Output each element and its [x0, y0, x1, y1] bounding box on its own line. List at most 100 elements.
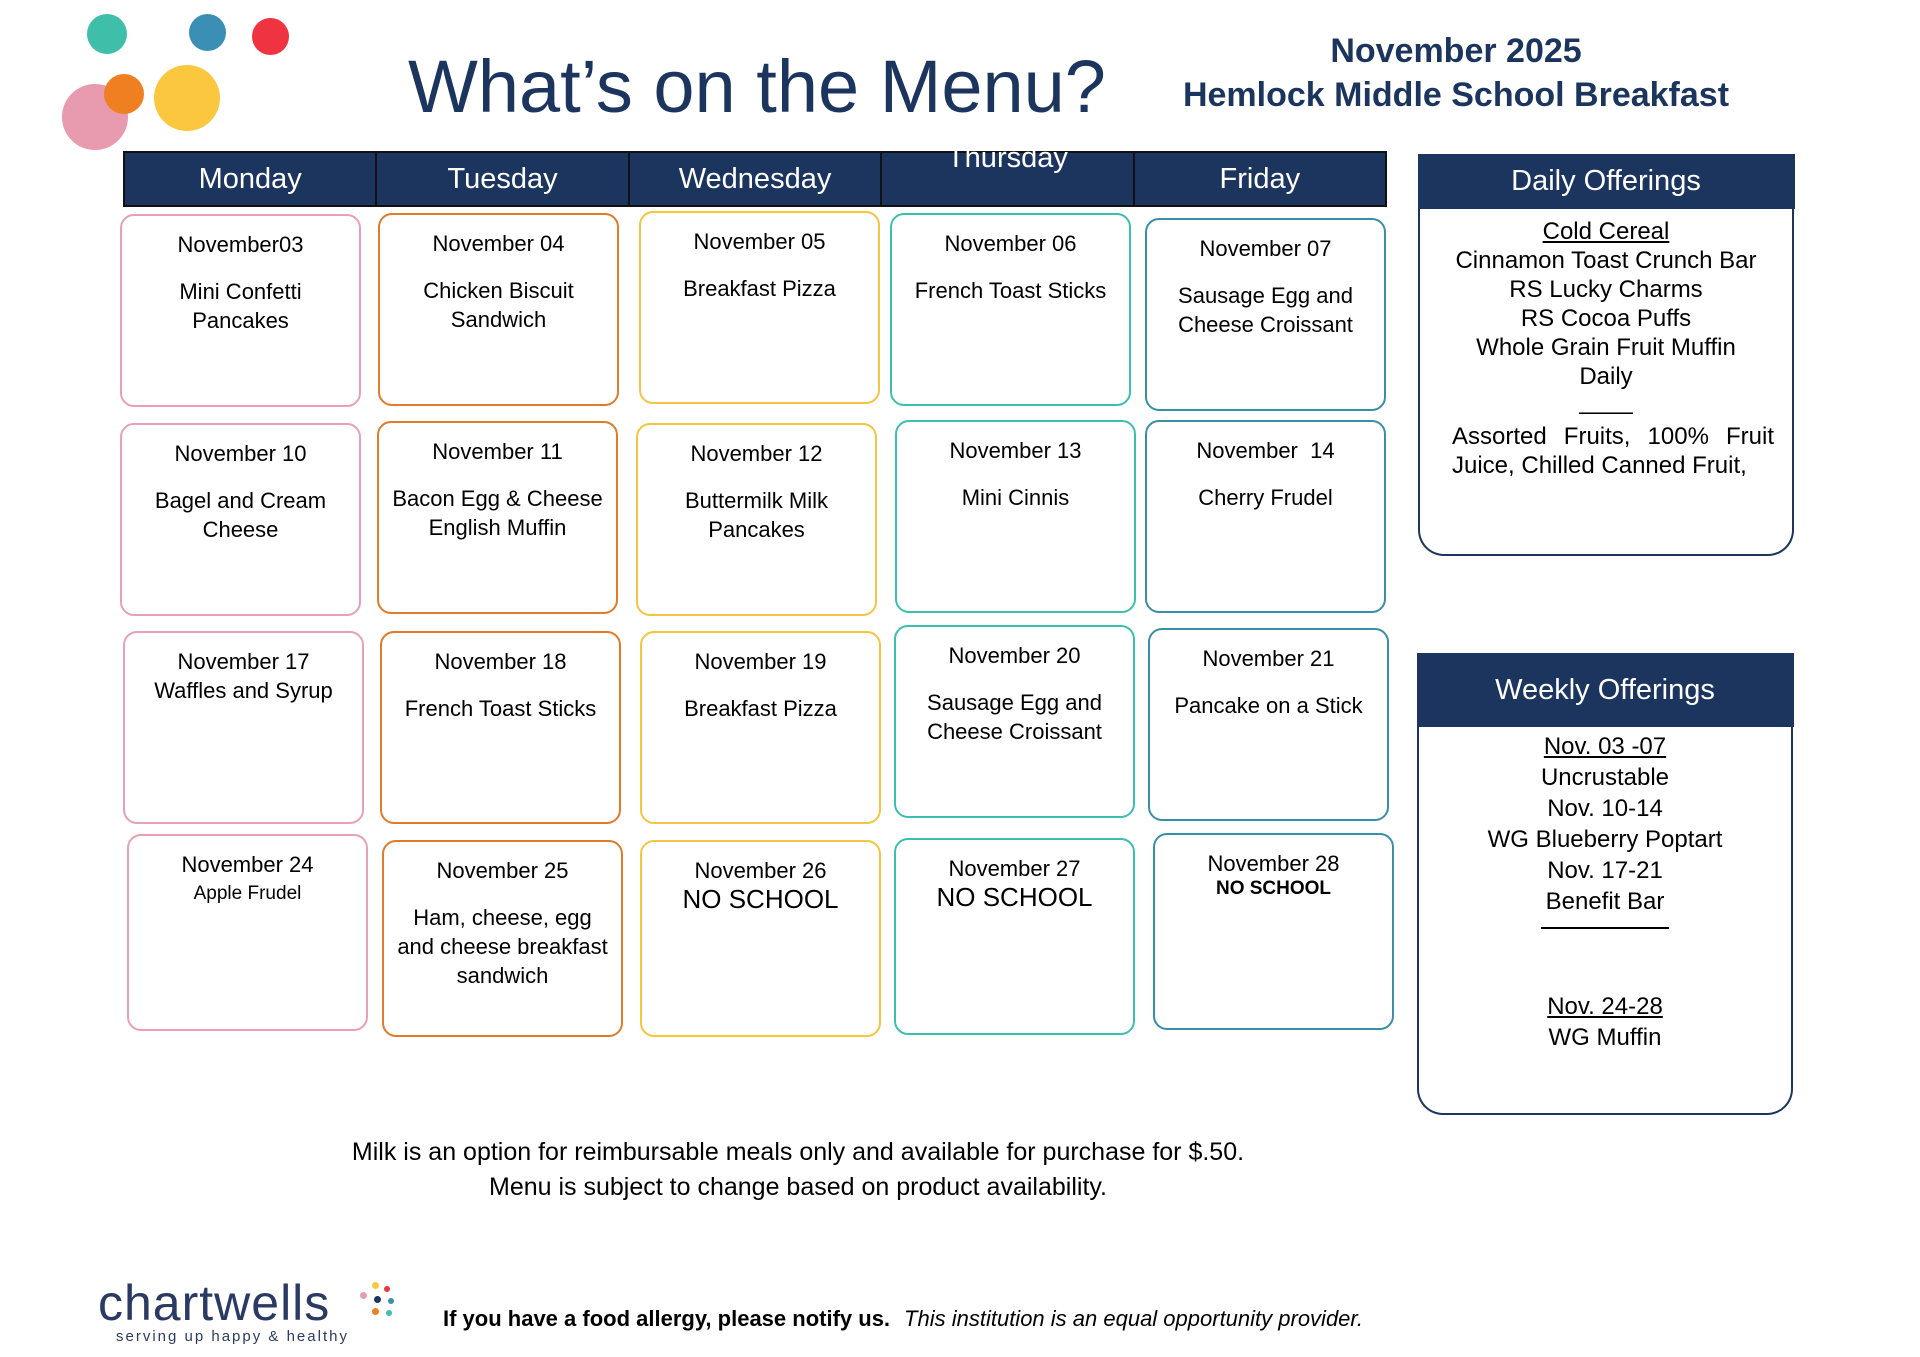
- day-cell: November03 Mini Confetti Pancakes: [120, 214, 361, 407]
- page-title: What’s on the Menu?: [408, 45, 1106, 128]
- day-meal: Bacon Egg & Cheese English Muffin: [392, 486, 603, 540]
- day-meal: Pancake on a Stick: [1174, 693, 1363, 718]
- day-meal: NO SCHOOL: [682, 884, 839, 914]
- day-cell: November 13 Mini Cinnis: [895, 420, 1136, 613]
- week-item: Benefit Bar: [1545, 888, 1665, 915]
- day-date: November 18: [434, 649, 567, 674]
- day-date: November 04: [432, 231, 565, 256]
- weekly-offerings-box: Weekly Offerings Nov. 03 -07 Uncrustable…: [1416, 653, 1794, 1115]
- day-cell: November 12 Buttermilk Milk Pancakes: [636, 423, 877, 616]
- daily-item: RS Lucky Charms: [1509, 276, 1703, 303]
- milk-note: Milk is an option for reimbursable meals…: [351, 1138, 1245, 1166]
- day-cell: November 11 Bacon Egg & Cheese English Mu…: [377, 421, 618, 614]
- weekly-offerings-title: Weekly Offerings: [1416, 653, 1794, 727]
- day-meal: Mini Cinnis: [961, 485, 1070, 510]
- logo-dot: [252, 18, 289, 55]
- day-meal: Buttermilk Milk Pancakes: [684, 488, 828, 542]
- daily-offerings-title: Daily Offerings: [1417, 154, 1795, 209]
- weekday-header: Monday Tuesday Wednesday Thursday Friday: [123, 144, 1387, 207]
- day-meal: NO SCHOOL: [1215, 878, 1332, 899]
- day-date: November 11: [432, 439, 563, 464]
- day-meal: Mini Confetti Pancakes: [179, 279, 302, 333]
- day-cell: November 17 Waffles and Syrup: [123, 631, 364, 824]
- week-item: Uncrustable: [1540, 764, 1670, 791]
- day-cell: November 27 NO SCHOOL: [894, 838, 1135, 1035]
- logo-dot: [189, 14, 226, 51]
- chartwells-logo: chartwells serving up happy & healthy: [98, 1275, 394, 1345]
- equal-opportunity-text: This institution is an equal opportunity…: [904, 1306, 1364, 1331]
- day-date: November 21: [1202, 646, 1335, 671]
- day-header-monday: Monday: [125, 153, 378, 205]
- daily-offerings-box: Daily Offerings Cold Cereal Cinnamon Toa…: [1417, 154, 1795, 556]
- day-cell: November 06 French Toast Sticks: [890, 213, 1131, 406]
- day-date: November 12: [690, 441, 823, 466]
- day-date: November 20: [948, 643, 1081, 668]
- logo-dot: [87, 14, 127, 54]
- day-date: November03: [177, 232, 304, 257]
- day-meal: Bagel and Cream Cheese: [154, 488, 327, 542]
- daily-item: Daily: [1579, 363, 1633, 390]
- day-date: November 26: [694, 858, 827, 883]
- day-header-tuesday: Tuesday: [377, 153, 630, 205]
- day-cell: November 18 French Toast Sticks: [380, 631, 621, 824]
- day-date: November 13: [949, 438, 1082, 463]
- week-range: Nov. 17-21: [1547, 857, 1663, 884]
- day-cell: November 19 Breakfast Pizza: [640, 631, 881, 824]
- logo-dot: [154, 65, 220, 131]
- day-cell: November 25 Ham, cheese, egg and cheese b…: [382, 840, 623, 1037]
- day-cell: November 05 Breakfast Pizza: [639, 211, 880, 404]
- day-date: November 27: [948, 856, 1081, 881]
- day-date: November 10: [174, 441, 307, 466]
- day-date: November 14: [1196, 438, 1335, 463]
- logo-dot: [104, 74, 144, 114]
- day-date: November 07: [1199, 236, 1332, 261]
- day-date: November 17: [177, 649, 310, 674]
- day-meal: NO SCHOOL: [936, 882, 1093, 912]
- day-date: November 05: [693, 229, 826, 254]
- day-date: November 28: [1207, 851, 1340, 876]
- day-meal: Breakfast Pizza: [684, 696, 837, 721]
- day-cell: November 24 Apple Frudel: [127, 834, 368, 1031]
- day-cell: November 10 Bagel and Cream Cheese: [120, 423, 361, 616]
- day-meal: French Toast Sticks: [404, 696, 597, 721]
- week-range: Nov. 10-14: [1547, 795, 1663, 822]
- day-meal: Sausage Egg and Cheese Croissant: [927, 690, 1102, 744]
- day-cell: November 07 Sausage Egg and Cheese Croiss…: [1145, 218, 1386, 411]
- day-cell: November 21 Pancake on a Stick: [1148, 628, 1389, 821]
- day-meal: Waffles and Syrup: [154, 678, 333, 703]
- day-header-wednesday: Wednesday: [630, 153, 883, 205]
- school-name: Hemlock Middle School Breakfast: [1182, 76, 1730, 114]
- day-meal: Chicken Biscuit Sandwich: [423, 278, 574, 332]
- menu-month: November 2025: [1330, 32, 1582, 70]
- divider: [1541, 927, 1669, 991]
- change-note: Menu is subject to change based on produ…: [489, 1173, 1107, 1201]
- day-meal: Apple Frudel: [193, 883, 302, 904]
- day-meal: Sausage Egg and Cheese Croissant: [1178, 283, 1353, 337]
- fruit-offerings: Assorted Fruits, 100% Fruit Juice, Chill…: [1452, 423, 1774, 479]
- daily-item: Cinnamon Toast Crunch Bar: [1455, 247, 1757, 274]
- day-cell: November 28 NO SCHOOL: [1153, 833, 1394, 1030]
- day-cell: November 26 NO SCHOOL: [640, 840, 881, 1037]
- week-item: WG Muffin: [1548, 1024, 1662, 1051]
- brand-dots-icon: [360, 1282, 400, 1322]
- day-date: November 25: [436, 858, 569, 883]
- day-meal: Breakfast Pizza: [683, 276, 836, 301]
- day-date: November 24: [181, 852, 314, 877]
- day-header-friday: Friday: [1219, 163, 1301, 195]
- day-cell: November 14 Cherry Frudel: [1145, 420, 1386, 613]
- day-meal: Cherry Frudel: [1198, 485, 1333, 510]
- brand-name: chartwells: [98, 1275, 331, 1331]
- cold-cereal-heading: Cold Cereal: [1542, 218, 1670, 245]
- week-range: Nov. 24-28: [1547, 993, 1663, 1020]
- day-date: November 06: [944, 231, 1077, 256]
- day-header-thursday: Thursday: [882, 144, 1135, 205]
- daily-item: RS Cocoa Puffs: [1520, 305, 1692, 332]
- week-item: WG Blueberry Poptart: [1487, 826, 1723, 853]
- allergy-text: If you have a food allergy, please notif…: [443, 1306, 891, 1331]
- day-meal: Ham, cheese, egg and cheese breakfast sa…: [397, 905, 608, 988]
- day-date: November 19: [694, 649, 827, 674]
- allergy-notice: If you have a food allergy, please notif…: [443, 1306, 1363, 1332]
- divider: ____: [1579, 388, 1633, 415]
- day-cell: November 04 Chicken Biscuit Sandwich: [378, 213, 619, 406]
- day-cell: November 20 Sausage Egg and Cheese Croiss…: [894, 625, 1135, 818]
